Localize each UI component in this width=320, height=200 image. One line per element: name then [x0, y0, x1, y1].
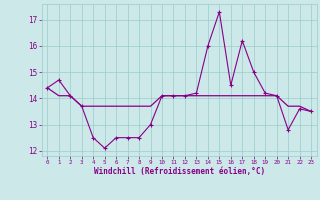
X-axis label: Windchill (Refroidissement éolien,°C): Windchill (Refroidissement éolien,°C): [94, 167, 265, 176]
